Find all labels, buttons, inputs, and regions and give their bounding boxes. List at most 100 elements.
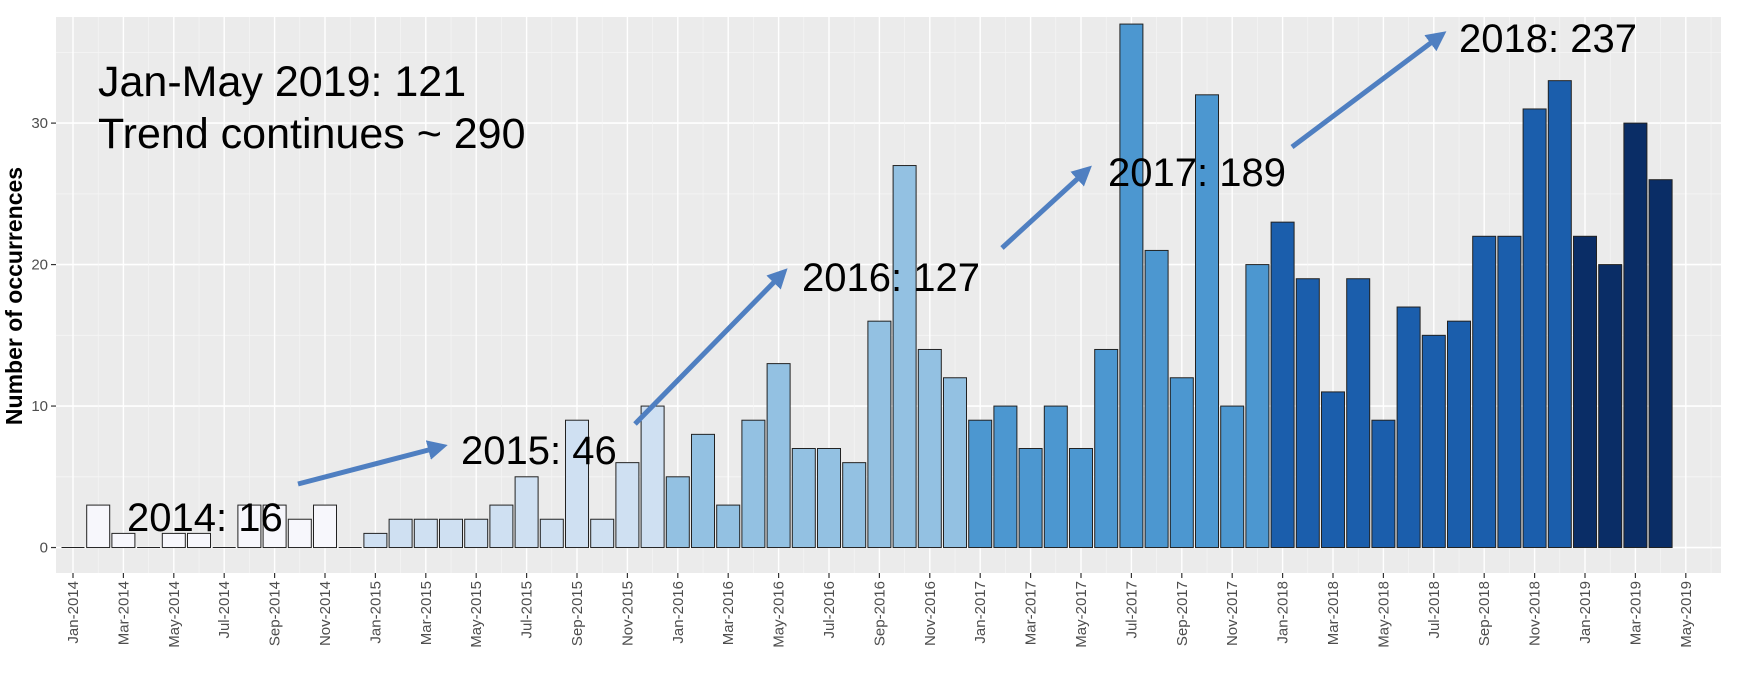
bar <box>1119 23 1144 549</box>
x-tick-label: Jan-2019 <box>1577 581 1594 644</box>
bar <box>615 462 640 549</box>
annotation-2016: 2016: 127 <box>802 256 980 300</box>
bar <box>1321 391 1345 549</box>
bar <box>237 504 262 549</box>
bar <box>817 448 841 549</box>
trend-arrows <box>297 31 1447 487</box>
x-tick-label: Nov-2017 <box>1224 581 1241 646</box>
y-tick-label: 10 <box>31 398 48 415</box>
bar <box>1270 221 1295 549</box>
bar-series <box>61 23 1673 549</box>
bar <box>388 518 413 549</box>
y-tick-label: 20 <box>31 257 48 274</box>
x-tick-label: Sep-2018 <box>1476 581 1493 646</box>
bar <box>1396 306 1421 549</box>
bar <box>640 405 665 549</box>
x-tick-label: Jan-2014 <box>65 581 82 644</box>
x-tick-label: Mar-2017 <box>1023 581 1040 645</box>
x-tick-label: May-2016 <box>771 581 788 648</box>
x-tick-label: May-2017 <box>1073 581 1090 648</box>
x-tick-label: Sep-2017 <box>1174 581 1191 646</box>
bar <box>917 348 942 549</box>
bar <box>1094 348 1119 549</box>
y-tick-label: 0 <box>40 540 48 557</box>
annotation-2018: 2018: 237 <box>1459 17 1637 61</box>
y-axis-label: Number of occurrences <box>1 167 27 425</box>
bar <box>439 518 463 549</box>
bar <box>993 405 1018 549</box>
bar <box>1220 405 1245 549</box>
bar <box>1371 419 1396 549</box>
bar <box>514 476 539 549</box>
bar <box>86 504 111 549</box>
bar <box>464 518 489 549</box>
annotation-2014: 2014: 16 <box>127 496 283 540</box>
x-tick-label: May-2014 <box>166 581 183 648</box>
x-tick-label: May-2019 <box>1678 581 1695 648</box>
x-tick-label: Jul-2014 <box>216 581 233 639</box>
x-tick-label: Jul-2017 <box>1123 581 1140 639</box>
arrow-2016-2017 <box>1000 165 1092 250</box>
x-tick-label: Mar-2018 <box>1325 581 1342 645</box>
bar <box>1295 278 1320 549</box>
bar <box>363 532 388 549</box>
bar <box>1598 264 1623 549</box>
arrow-2014-2015 <box>297 440 448 487</box>
x-tick-label: Jul-2016 <box>821 581 838 639</box>
x-tick-label: Mar-2016 <box>720 581 737 645</box>
bar <box>1447 320 1471 549</box>
bar <box>691 433 715 549</box>
bar <box>665 476 690 549</box>
bar <box>766 363 791 549</box>
bar <box>968 419 993 549</box>
bar <box>187 532 211 549</box>
bar <box>1648 179 1673 549</box>
summary-line-1: Jan-May 2019: 121 <box>98 58 466 106</box>
x-tick-label: Mar-2015 <box>418 581 435 645</box>
bar <box>539 518 564 549</box>
x-tick-label: Sep-2016 <box>871 581 888 646</box>
x-tick-label: Jul-2015 <box>519 581 536 639</box>
x-tick-label: Nov-2018 <box>1527 581 1544 646</box>
y-tick-label: 30 <box>31 115 48 132</box>
bar <box>565 419 589 549</box>
bar <box>1195 94 1219 549</box>
bar <box>741 419 766 549</box>
x-tick-label: Sep-2014 <box>267 581 284 646</box>
x-tick-label: Jan-2017 <box>972 581 989 644</box>
x-axis: Jan-2014 Mar-2014 May-2014 Jul-2014 Sep-2014… <box>65 573 1695 648</box>
bar <box>489 504 514 549</box>
bar <box>287 518 312 549</box>
x-tick-label: Jan-2015 <box>367 581 384 644</box>
bar <box>943 377 967 549</box>
arrow-2017-2018 <box>1290 31 1447 149</box>
bar <box>1573 235 1597 549</box>
bar <box>161 532 186 549</box>
bar <box>892 165 917 549</box>
bar <box>1623 122 1648 549</box>
x-tick-label: Jul-2018 <box>1426 581 1443 639</box>
bar <box>716 504 741 549</box>
bar <box>1497 235 1522 549</box>
annotation-2015: 2015: 46 <box>461 429 617 473</box>
bar <box>1245 264 1270 549</box>
bar <box>313 504 337 549</box>
x-tick-label: Sep-2015 <box>569 581 586 646</box>
bar <box>1421 334 1446 549</box>
y-axis: 0 10 20 30 <box>31 115 56 557</box>
x-tick-label: May-2015 <box>468 581 485 648</box>
x-tick-label: Mar-2014 <box>115 581 132 645</box>
x-tick-label: Nov-2014 <box>317 581 334 646</box>
x-tick-label: Jan-2016 <box>670 581 687 644</box>
arrow-2015-2016 <box>633 268 788 426</box>
bar <box>1472 235 1497 549</box>
bar <box>1547 80 1572 549</box>
annotation-2017: 2017: 189 <box>1108 151 1286 195</box>
bar <box>1069 448 1093 549</box>
bar <box>1346 278 1371 549</box>
bar <box>791 448 816 549</box>
bar <box>262 504 287 549</box>
bar <box>842 462 867 549</box>
bar <box>1018 448 1043 549</box>
